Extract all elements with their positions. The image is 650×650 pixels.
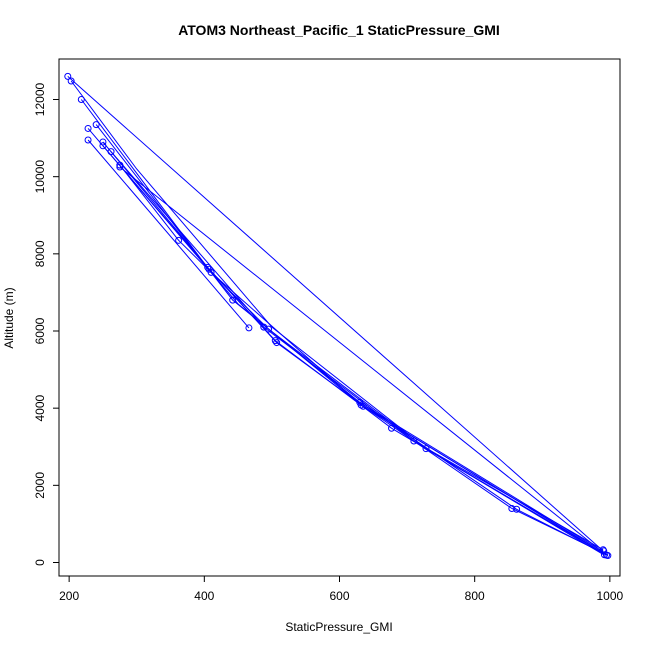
data-point (245, 324, 253, 332)
y-axis-label: Altitude (m) (2, 287, 16, 348)
data-point (513, 505, 521, 513)
data-point (116, 163, 124, 171)
profile-line (119, 166, 604, 553)
data-point (92, 121, 100, 129)
profile-line (87, 128, 604, 553)
x-tick-label: 1000 (597, 589, 624, 603)
y-tick-label: 6000 (33, 317, 47, 344)
data-point (604, 552, 612, 560)
y-tick-label: 12000 (33, 83, 47, 117)
x-tick-label: 200 (59, 589, 79, 603)
x-tick-label: 600 (329, 589, 349, 603)
data-point (260, 323, 268, 331)
data-point (77, 96, 85, 104)
y-tick-label: 0 (33, 559, 47, 566)
chart-title: ATOM3 Northeast_Pacific_1 StaticPressure… (178, 22, 500, 38)
data-point (207, 268, 215, 276)
data-point (116, 161, 124, 169)
data-point (508, 504, 516, 512)
data-point (84, 136, 92, 144)
data-point (271, 337, 279, 345)
x-tick-label: 400 (194, 589, 214, 603)
y-tick-label: 2000 (33, 472, 47, 499)
profile-line (102, 141, 608, 556)
y-axis: 0 2000 4000 6000 8000 10000 12000 (33, 83, 59, 566)
data-point (204, 263, 212, 271)
data-point (67, 77, 75, 85)
series-points (64, 72, 612, 560)
data-point (410, 437, 418, 445)
data-point (99, 142, 107, 150)
data-point (265, 325, 273, 333)
data-point (64, 72, 72, 80)
profile-line (80, 99, 607, 556)
data-point (107, 148, 115, 156)
y-tick-label: 8000 (33, 240, 47, 267)
data-point (99, 138, 107, 146)
data-point (422, 445, 430, 453)
profile-line (67, 76, 604, 552)
data-point (84, 124, 92, 132)
y-tick-label: 10000 (33, 160, 47, 194)
x-axis: 200 400 600 800 1000 (59, 576, 624, 603)
profile-line (87, 139, 250, 329)
y-tick-label: 4000 (33, 394, 47, 421)
x-tick-label: 800 (465, 589, 485, 603)
data-point (359, 402, 367, 410)
data-point (175, 236, 183, 244)
x-axis-label: StaticPressure_GMI (285, 620, 392, 634)
data-point (229, 296, 237, 304)
data-point (388, 424, 396, 432)
profile-line (110, 151, 604, 551)
data-point (273, 339, 281, 347)
